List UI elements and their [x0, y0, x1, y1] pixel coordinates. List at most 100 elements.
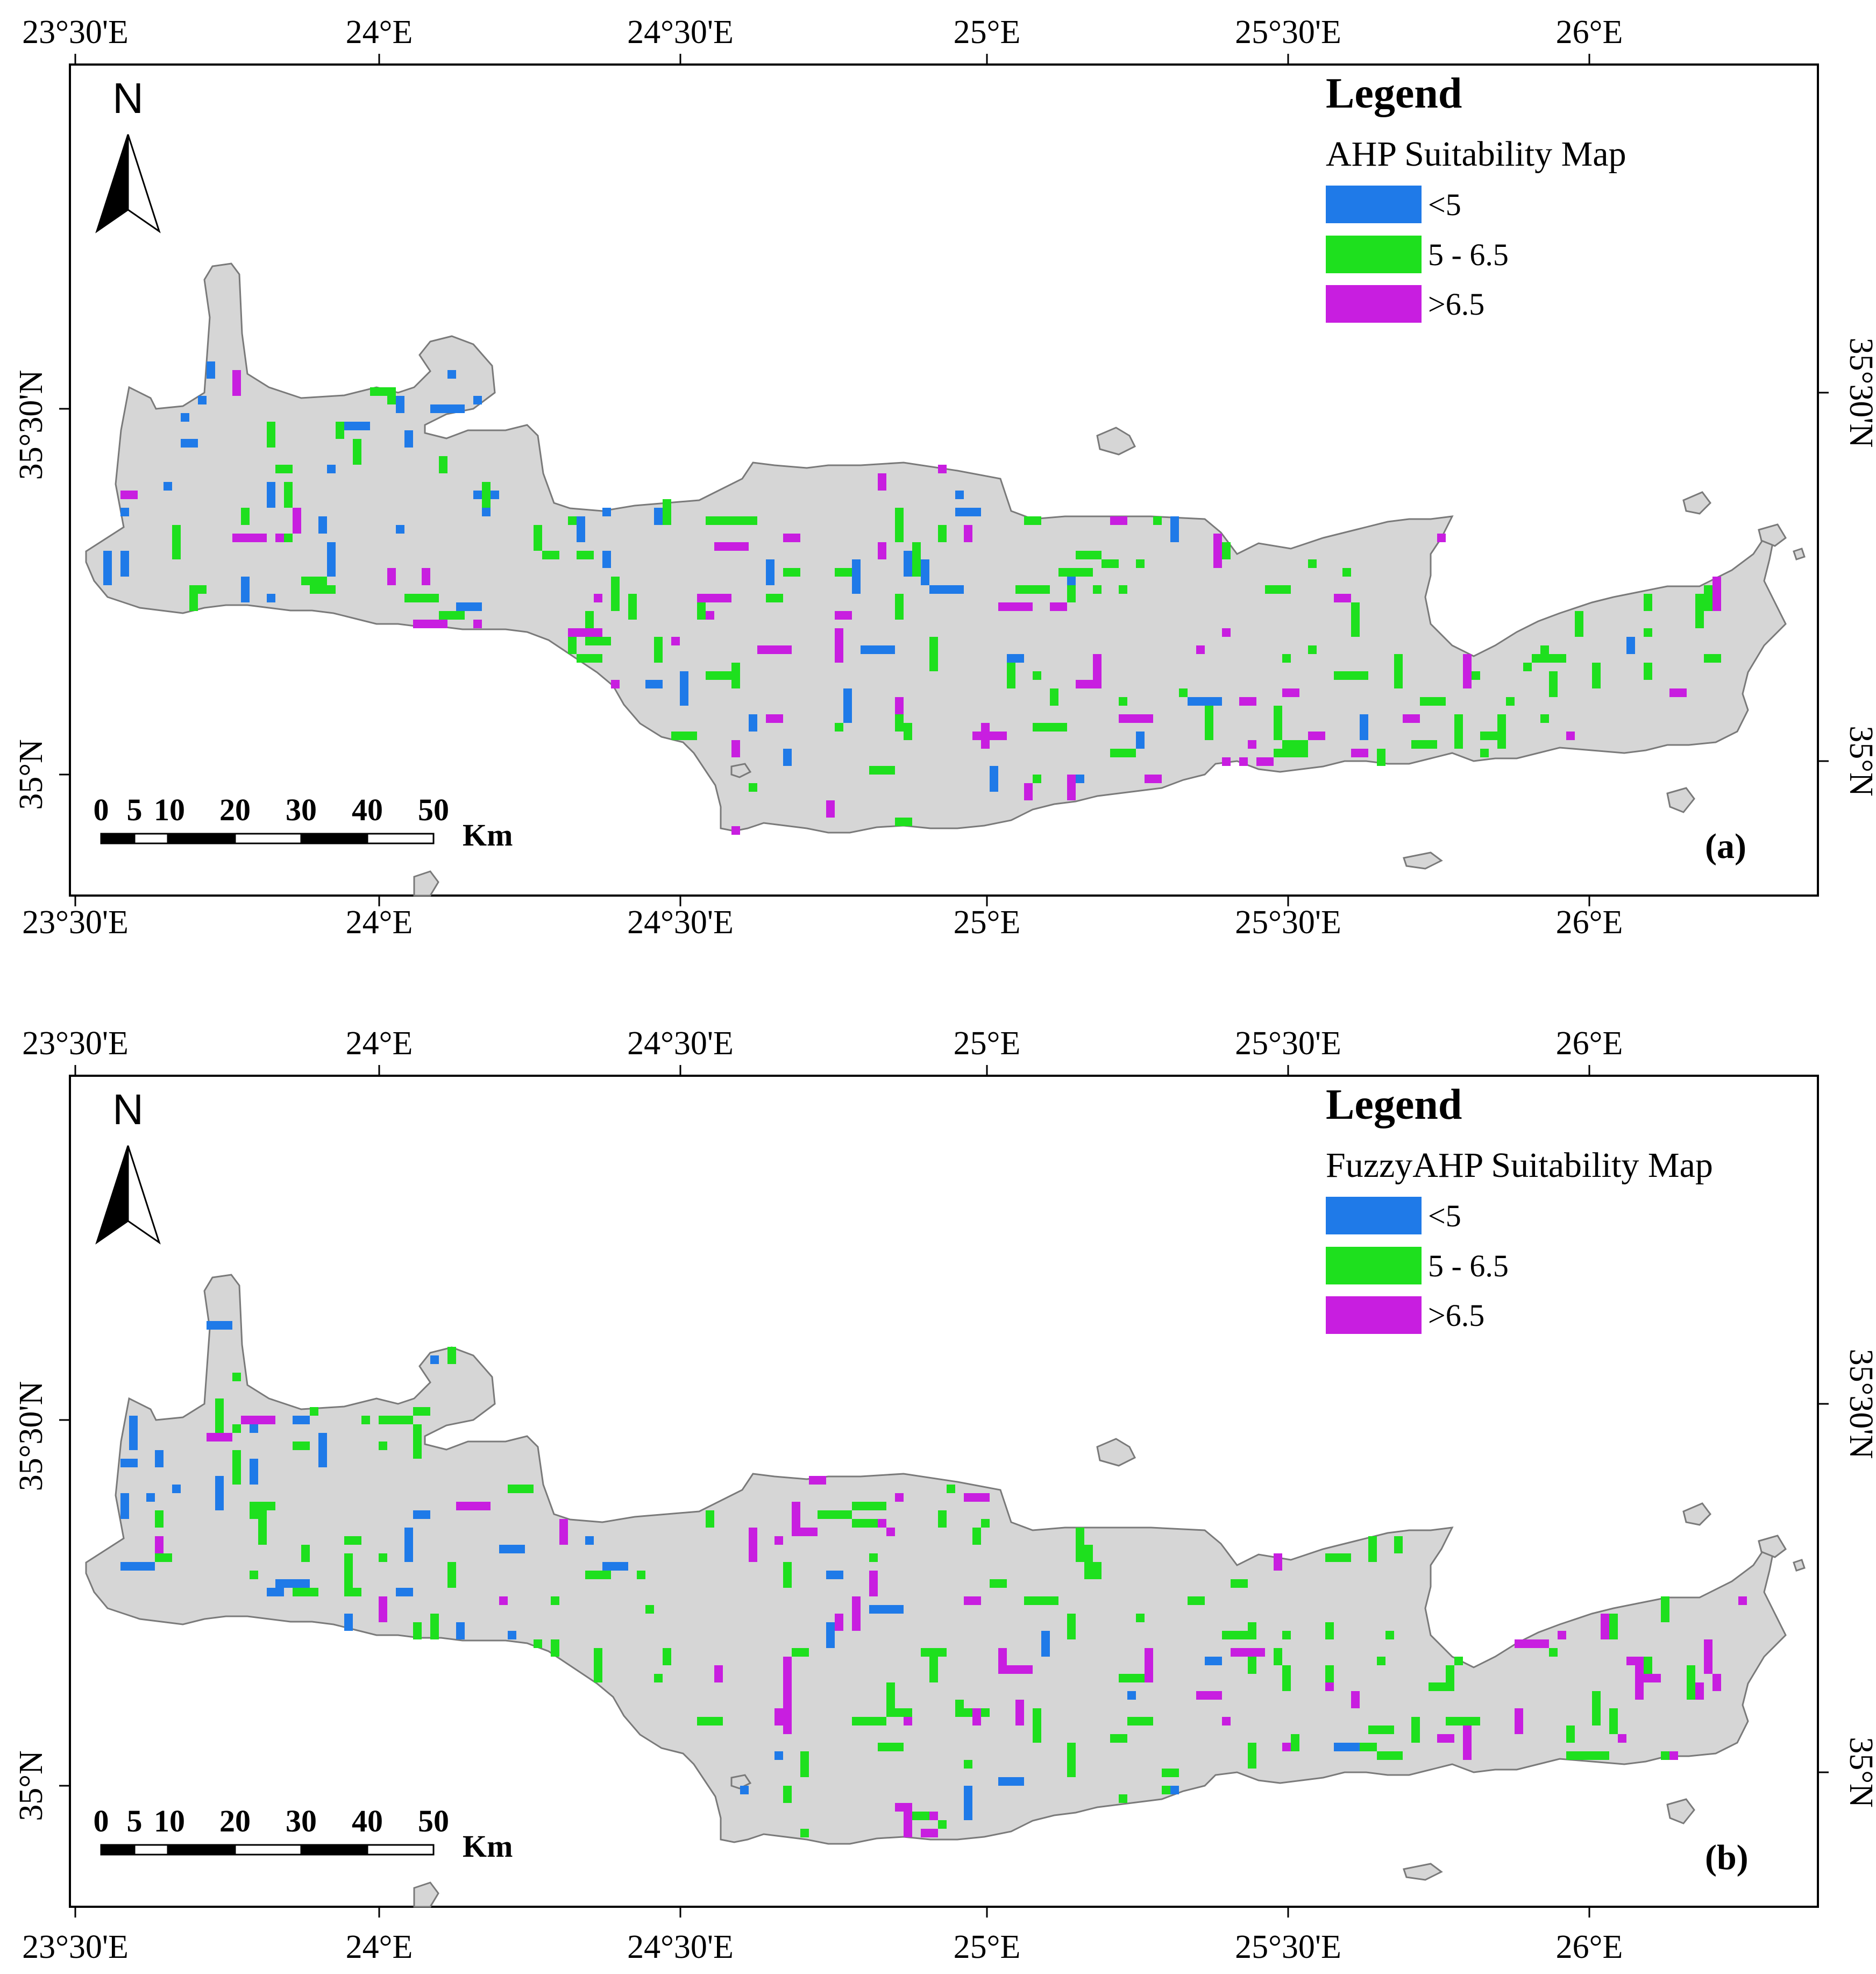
scale-unit: Km	[463, 1829, 513, 1864]
suitability-cell	[1076, 1536, 1084, 1545]
suitability-cell	[1136, 740, 1145, 749]
suitability-cell	[1067, 1760, 1076, 1769]
suitability-cell	[929, 654, 938, 663]
suitability-cell	[1472, 671, 1480, 680]
suitability-cell	[1231, 1648, 1239, 1657]
legend-label: <5	[1428, 187, 1461, 222]
suitability-cell	[835, 1571, 843, 1579]
suitability-cell	[1695, 620, 1704, 628]
suitability-cell	[637, 1571, 645, 1579]
lon-label: 24°30'E	[627, 904, 734, 941]
suitability-cell	[473, 1502, 482, 1510]
suitability-cell	[1015, 1665, 1024, 1674]
suitability-cell	[1282, 1674, 1291, 1682]
suitability-cell	[1153, 516, 1162, 525]
suitability-cell	[284, 1579, 293, 1588]
scale-number: 50	[418, 1803, 449, 1838]
suitability-cell	[585, 637, 594, 645]
suitability-cell	[904, 1829, 912, 1837]
suitability-cell	[895, 818, 904, 826]
suitability-cell	[250, 1571, 258, 1579]
suitability-cell	[215, 1433, 224, 1442]
suitability-cell	[447, 1355, 456, 1364]
suitability-cell	[129, 1433, 138, 1442]
suitability-cell	[1644, 1665, 1652, 1674]
suitability-cell	[1015, 602, 1024, 611]
suitability-cell	[1033, 585, 1041, 594]
suitability-cell	[120, 491, 129, 499]
legend-swatch-low	[1326, 1197, 1422, 1234]
suitability-cell	[559, 1528, 568, 1536]
suitability-cell	[250, 1476, 258, 1485]
lon-label: 24°E	[346, 1025, 413, 1062]
scale-number: 30	[286, 792, 317, 827]
suitability-cell	[1015, 1700, 1024, 1708]
suitability-cell	[852, 1519, 861, 1528]
suitability-cell	[1549, 671, 1558, 680]
suitability-cell	[1368, 1553, 1377, 1562]
suitability-cell	[120, 1510, 129, 1519]
suitability-cell	[1558, 1631, 1566, 1639]
suitability-cell	[232, 1424, 241, 1433]
suitability-cell	[1609, 1726, 1618, 1734]
suitability-cell	[430, 620, 439, 628]
suitability-cell	[1291, 1743, 1299, 1751]
suitability-cell	[1067, 594, 1076, 602]
suitability-cell	[129, 1442, 138, 1450]
suitability-cell	[783, 757, 792, 766]
suitability-cell	[1368, 1536, 1377, 1545]
suitability-cell	[232, 534, 241, 542]
lon-label: 24°30'E	[627, 14, 734, 51]
suitability-cell	[981, 723, 990, 732]
suitability-cell	[1024, 1596, 1033, 1605]
suitability-cell	[1205, 732, 1213, 740]
suitability-cell	[258, 1536, 267, 1545]
suitability-cell	[783, 1665, 792, 1674]
suitability-cell	[284, 499, 293, 508]
suitability-cell	[654, 508, 663, 516]
suitability-cell	[972, 1708, 981, 1717]
suitability-cell	[1067, 1743, 1076, 1751]
suitability-cell	[361, 1416, 370, 1424]
suitability-cell	[1351, 749, 1360, 757]
suitability-cell	[1222, 551, 1231, 559]
suitability-cell	[422, 1407, 430, 1416]
suitability-cell	[344, 1571, 353, 1579]
suitability-cell	[1429, 1682, 1437, 1691]
suitability-cell	[1067, 1631, 1076, 1639]
suitability-cell	[792, 1502, 800, 1510]
suitability-cell	[172, 525, 181, 534]
suitability-cell	[774, 1708, 783, 1717]
suitability-cell	[1162, 1769, 1170, 1777]
suitability-cell	[577, 551, 585, 559]
suitability-cell	[1274, 1553, 1282, 1562]
suitability-cell	[559, 1536, 568, 1545]
suitability-cell	[998, 1579, 1007, 1588]
suitability-cell	[1644, 1657, 1652, 1665]
suitability-cell	[895, 706, 904, 714]
suitability-cell	[714, 1665, 723, 1674]
suitability-cell	[1282, 1665, 1291, 1674]
panel-label: (b)	[1705, 1838, 1749, 1877]
suitability-cell	[1136, 1614, 1145, 1622]
suitability-cell	[413, 1510, 422, 1519]
suitability-cell	[852, 568, 861, 577]
suitability-cell	[1050, 697, 1058, 706]
suitability-cell	[1712, 602, 1721, 611]
suitability-cell	[542, 551, 551, 559]
suitability-cell	[447, 611, 456, 620]
suitability-cell	[843, 1510, 852, 1519]
suitability-cell	[628, 602, 637, 611]
suitability-cell	[318, 1459, 327, 1467]
suitability-cell	[155, 1510, 164, 1519]
suitability-cell	[499, 1545, 508, 1553]
suitability-cell	[404, 1536, 413, 1545]
suitability-cell	[783, 1682, 792, 1691]
suitability-cell	[1377, 757, 1385, 766]
suitability-cell	[1067, 783, 1076, 792]
suitability-cell	[232, 1467, 241, 1476]
suitability-cell	[1007, 1665, 1015, 1674]
suitability-cell	[1067, 792, 1076, 800]
suitability-cell	[1231, 1579, 1239, 1588]
suitability-cell	[215, 1424, 224, 1433]
